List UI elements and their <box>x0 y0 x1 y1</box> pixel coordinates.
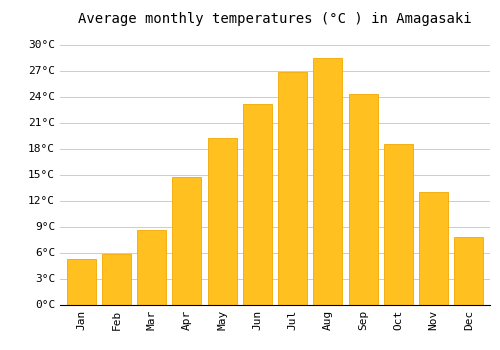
Bar <box>172 177 202 304</box>
Bar <box>314 58 342 304</box>
Bar <box>384 144 413 304</box>
Bar <box>66 259 96 304</box>
Title: Average monthly temperatures (°C ) in Amagasaki: Average monthly temperatures (°C ) in Am… <box>78 12 472 26</box>
Bar <box>454 237 484 304</box>
Bar <box>348 94 378 304</box>
Bar <box>419 192 448 304</box>
Bar <box>137 230 166 304</box>
Bar <box>278 72 307 304</box>
Bar <box>102 254 131 304</box>
Bar <box>243 104 272 304</box>
Bar <box>208 138 236 304</box>
